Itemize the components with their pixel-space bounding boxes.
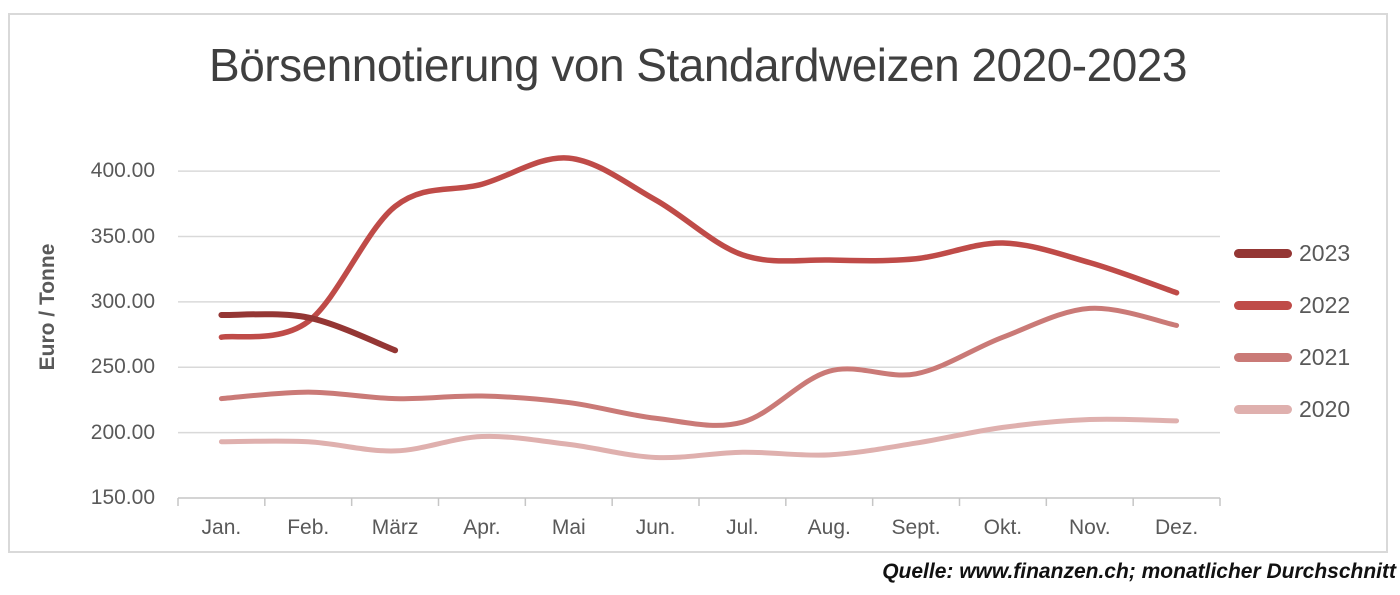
x-axis-tick-label: Okt. — [983, 516, 1023, 539]
x-axis-tick-label: Mai — [551, 516, 586, 539]
legend-swatch-2022 — [1234, 300, 1292, 310]
chart-title: Börsennotierung von Standardweizen 2020-… — [209, 39, 1187, 91]
x-axis-tick-label: Feb. — [287, 516, 330, 539]
legend-swatch-2020 — [1234, 404, 1292, 414]
legend-label-2021: 2021 — [1299, 344, 1351, 370]
series-line-2023 — [218, 311, 399, 354]
y-axis-tick-label: 250.00 — [90, 355, 155, 379]
x-axis-tick-label: Jun. — [635, 516, 676, 539]
x-axis-tick-label: Aug. — [807, 516, 851, 539]
legend-item-2023: 2023 — [1234, 240, 1350, 266]
y-axis-tick-label: 150.00 — [90, 486, 155, 509]
y-axis-tick-label: 200.00 — [90, 420, 155, 444]
legend-item-2020: 2020 — [1234, 396, 1350, 422]
y-axis-tick-label: 350.00 — [90, 224, 155, 248]
legend-item-2021: 2021 — [1234, 344, 1350, 370]
x-axis-tick-label: Dez. — [1154, 516, 1199, 539]
y-axis-tick-label: 300.00 — [90, 289, 155, 313]
legend-label-2023: 2023 — [1299, 240, 1351, 266]
series-line-2020 — [218, 416, 1180, 461]
legend-item-2022: 2022 — [1234, 292, 1350, 318]
x-axis-tick-label: März — [371, 516, 419, 539]
legend-swatch-2021 — [1234, 352, 1292, 362]
legend-label-2020: 2020 — [1299, 396, 1351, 422]
legend-label-2022: 2022 — [1299, 292, 1351, 318]
legend-swatch-2023 — [1234, 248, 1292, 258]
x-axis-tick-label: Sept. — [891, 516, 941, 539]
x-axis-tick-label: Jul. — [726, 516, 759, 539]
x-axis-tick-label: Jan. — [201, 516, 242, 539]
source-note: Quelle: www.finanzen.ch; monatlicher Dur… — [882, 560, 1396, 583]
series-line-2022 — [218, 155, 1180, 340]
chart-frame — [8, 13, 1388, 553]
x-axis-tick-label: Nov. — [1068, 516, 1111, 539]
series-line-2021 — [218, 305, 1180, 428]
x-axis-tick-label: Apr. — [463, 516, 501, 539]
y-axis-tick-label: 400.00 — [90, 159, 155, 183]
